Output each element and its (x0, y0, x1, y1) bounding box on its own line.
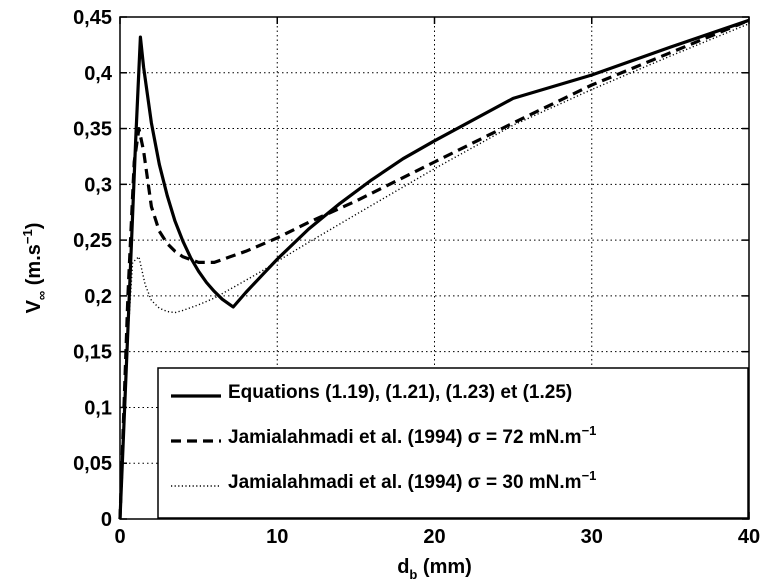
y-tick-label: 0,05 (73, 453, 112, 475)
x-axis-label-unit: (mm) (417, 556, 471, 578)
y-tick-label: 0,4 (84, 63, 113, 85)
legend: Equations (1.19), (1.21), (1.23) et (1.2… (157, 367, 749, 519)
series-line-dotted (119, 23, 750, 520)
x-tick-label: 30 (581, 526, 603, 548)
y-tick-label: 0 (101, 509, 112, 531)
legend-entry-jamialahmadi-72-sup: −1 (582, 423, 597, 438)
y-axis-label-main: V (23, 299, 45, 313)
y-axis-label-unit-close: ) (23, 223, 45, 230)
legend-entry-jamialahmadi-30-sup: −1 (582, 468, 597, 483)
y-tick-label: 0,15 (73, 342, 112, 364)
legend-entry-jamialahmadi-30-label: Jamialahmadi et al. (1994) σ = 30 mN.m (228, 472, 582, 493)
legend-box (157, 367, 749, 519)
y-axis-label-sub: ∞ (34, 291, 49, 300)
legend-entry-equations: Equations (1.19), (1.21), (1.23) et (1.2… (228, 382, 572, 403)
x-tick-label: 10 (266, 526, 288, 548)
legend-entry-jamialahmadi-30: Jamialahmadi et al. (1994) σ = 30 mN.m−1 (228, 468, 596, 493)
y-axis-label-sup: −1 (20, 229, 35, 244)
series-line-dashed (118, 18, 750, 520)
y-tick-label: 0,35 (73, 119, 112, 141)
y-tick-label: 0,1 (84, 397, 112, 419)
legend-entry-jamialahmadi-72: Jamialahmadi et al. (1994) σ = 72 mN.m−1 (228, 423, 596, 448)
y-tick-label: 0,2 (84, 286, 112, 308)
legend-entry-equations-label: Equations (1.19), (1.21), (1.23) et (1.2… (228, 382, 572, 403)
x-tick-label: 40 (738, 526, 760, 548)
x-axis-label: db (mm) (397, 556, 472, 581)
y-axis-label: V∞ (m.s−1) (20, 223, 49, 314)
y-tick-label: 0,45 (73, 7, 112, 29)
legend-entry-jamialahmadi-72-label: Jamialahmadi et al. (1994) σ = 72 mN.m (228, 427, 582, 448)
y-tick-label: 0,25 (73, 230, 112, 252)
series-layer (118, 18, 750, 520)
x-tick-label: 20 (423, 526, 445, 548)
y-axis-label-unit-open: (m.s (23, 244, 45, 291)
x-tick-label: 0 (114, 526, 125, 548)
x-axis-label-main: d (397, 556, 409, 578)
x-axis-label-sub: b (409, 567, 417, 581)
series-line-solid (118, 18, 750, 520)
y-tick-label: 0,3 (84, 174, 112, 196)
tick-labels: 0 10 20 30 40 0 0,05 0,1 0,15 0,2 0,25 0,3 0,35 0,4 0,… (73, 7, 760, 548)
